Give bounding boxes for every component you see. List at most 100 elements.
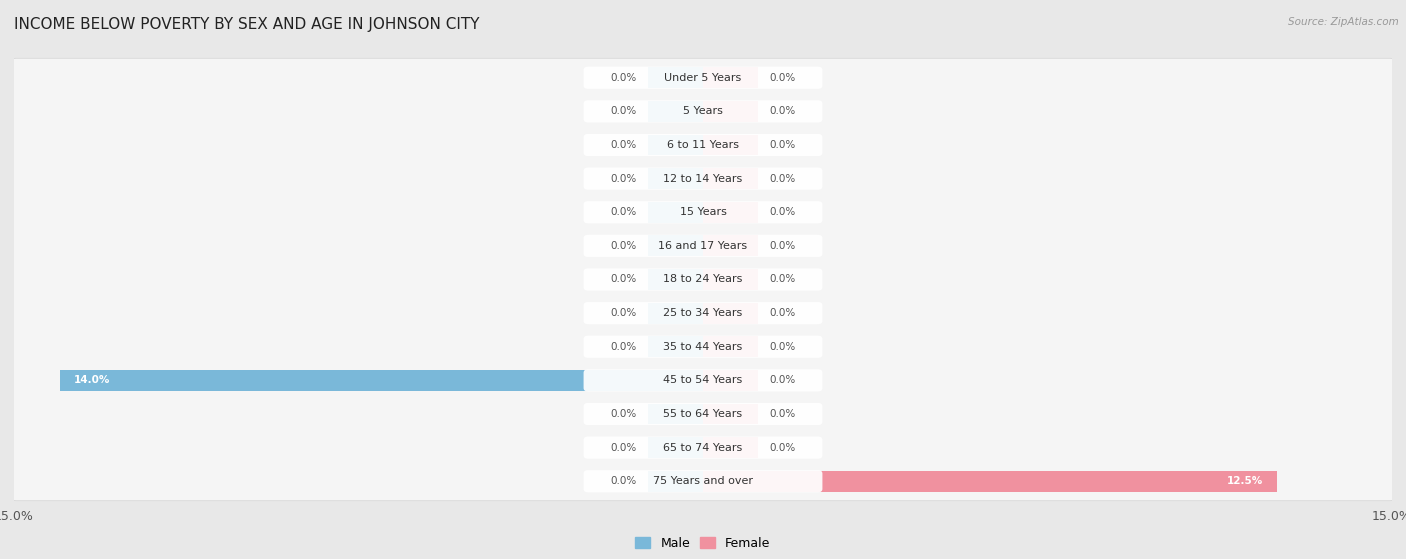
Bar <box>703 471 1277 492</box>
Text: 18 to 24 Years: 18 to 24 Years <box>664 274 742 285</box>
Bar <box>703 303 758 324</box>
Text: 0.0%: 0.0% <box>769 106 796 116</box>
Text: 75 Years and over: 75 Years and over <box>652 476 754 486</box>
Legend: Male, Female: Male, Female <box>630 532 776 555</box>
FancyBboxPatch shape <box>10 125 1396 165</box>
FancyBboxPatch shape <box>583 134 823 156</box>
Bar <box>703 269 758 290</box>
Text: 0.0%: 0.0% <box>769 443 796 453</box>
Text: 0.0%: 0.0% <box>610 476 637 486</box>
Bar <box>648 437 703 458</box>
FancyBboxPatch shape <box>583 168 823 190</box>
Text: 25 to 34 Years: 25 to 34 Years <box>664 308 742 318</box>
Text: 0.0%: 0.0% <box>610 73 637 83</box>
FancyBboxPatch shape <box>10 328 1396 366</box>
Text: 15 Years: 15 Years <box>679 207 727 217</box>
Text: 0.0%: 0.0% <box>769 342 796 352</box>
FancyBboxPatch shape <box>10 428 1396 467</box>
Text: 0.0%: 0.0% <box>610 174 637 183</box>
FancyBboxPatch shape <box>10 92 1396 131</box>
Text: 16 and 17 Years: 16 and 17 Years <box>658 241 748 251</box>
Bar <box>703 404 758 424</box>
FancyBboxPatch shape <box>10 428 1396 467</box>
Text: 0.0%: 0.0% <box>769 376 796 385</box>
FancyBboxPatch shape <box>10 361 1396 400</box>
Text: 0.0%: 0.0% <box>610 409 637 419</box>
Text: 0.0%: 0.0% <box>610 106 637 116</box>
Text: 0.0%: 0.0% <box>769 207 796 217</box>
FancyBboxPatch shape <box>10 193 1396 231</box>
Text: 0.0%: 0.0% <box>769 174 796 183</box>
FancyBboxPatch shape <box>10 260 1396 299</box>
Text: 0.0%: 0.0% <box>769 409 796 419</box>
Text: 65 to 74 Years: 65 to 74 Years <box>664 443 742 453</box>
Bar <box>648 101 703 122</box>
FancyBboxPatch shape <box>10 462 1396 500</box>
Text: 0.0%: 0.0% <box>610 342 637 352</box>
Text: INCOME BELOW POVERTY BY SEX AND AGE IN JOHNSON CITY: INCOME BELOW POVERTY BY SEX AND AGE IN J… <box>14 17 479 32</box>
FancyBboxPatch shape <box>10 361 1396 400</box>
FancyBboxPatch shape <box>10 260 1396 299</box>
Text: Source: ZipAtlas.com: Source: ZipAtlas.com <box>1288 17 1399 27</box>
Text: 6 to 11 Years: 6 to 11 Years <box>666 140 740 150</box>
Text: 0.0%: 0.0% <box>610 207 637 217</box>
FancyBboxPatch shape <box>583 100 823 122</box>
Bar <box>648 404 703 424</box>
FancyBboxPatch shape <box>583 302 823 324</box>
FancyBboxPatch shape <box>583 268 823 291</box>
FancyBboxPatch shape <box>10 192 1396 232</box>
Text: 0.0%: 0.0% <box>610 308 637 318</box>
Text: 0.0%: 0.0% <box>769 241 796 251</box>
Text: 14.0%: 14.0% <box>73 376 110 385</box>
FancyBboxPatch shape <box>10 293 1396 333</box>
Text: 0.0%: 0.0% <box>769 73 796 83</box>
Text: Under 5 Years: Under 5 Years <box>665 73 741 83</box>
Bar <box>703 101 758 122</box>
Text: 0.0%: 0.0% <box>769 140 796 150</box>
FancyBboxPatch shape <box>10 226 1396 266</box>
Bar <box>648 471 703 492</box>
Bar <box>703 370 758 391</box>
FancyBboxPatch shape <box>583 403 823 425</box>
FancyBboxPatch shape <box>10 58 1396 98</box>
Bar <box>703 337 758 357</box>
FancyBboxPatch shape <box>10 327 1396 367</box>
Bar <box>648 337 703 357</box>
Text: 0.0%: 0.0% <box>610 443 637 453</box>
Bar <box>703 437 758 458</box>
Text: 5 Years: 5 Years <box>683 106 723 116</box>
FancyBboxPatch shape <box>583 335 823 358</box>
Bar <box>60 370 703 391</box>
FancyBboxPatch shape <box>583 201 823 224</box>
Bar <box>648 135 703 155</box>
Text: 12 to 14 Years: 12 to 14 Years <box>664 174 742 183</box>
Bar <box>648 168 703 189</box>
FancyBboxPatch shape <box>10 395 1396 433</box>
FancyBboxPatch shape <box>10 227 1396 265</box>
Bar <box>703 67 758 88</box>
FancyBboxPatch shape <box>583 369 823 391</box>
FancyBboxPatch shape <box>583 437 823 459</box>
Bar <box>703 135 758 155</box>
FancyBboxPatch shape <box>10 126 1396 164</box>
FancyBboxPatch shape <box>583 470 823 492</box>
Text: 0.0%: 0.0% <box>769 308 796 318</box>
Bar <box>648 269 703 290</box>
Bar <box>703 235 758 256</box>
FancyBboxPatch shape <box>10 294 1396 332</box>
FancyBboxPatch shape <box>10 92 1396 131</box>
Bar <box>648 235 703 256</box>
Bar <box>703 202 758 222</box>
Text: 0.0%: 0.0% <box>610 140 637 150</box>
FancyBboxPatch shape <box>583 235 823 257</box>
Bar <box>703 168 758 189</box>
Text: 0.0%: 0.0% <box>610 274 637 285</box>
Bar <box>648 67 703 88</box>
Text: 45 to 54 Years: 45 to 54 Years <box>664 376 742 385</box>
FancyBboxPatch shape <box>10 59 1396 97</box>
FancyBboxPatch shape <box>10 394 1396 434</box>
FancyBboxPatch shape <box>583 67 823 89</box>
Text: 12.5%: 12.5% <box>1227 476 1264 486</box>
FancyBboxPatch shape <box>10 461 1396 501</box>
Text: 0.0%: 0.0% <box>610 241 637 251</box>
